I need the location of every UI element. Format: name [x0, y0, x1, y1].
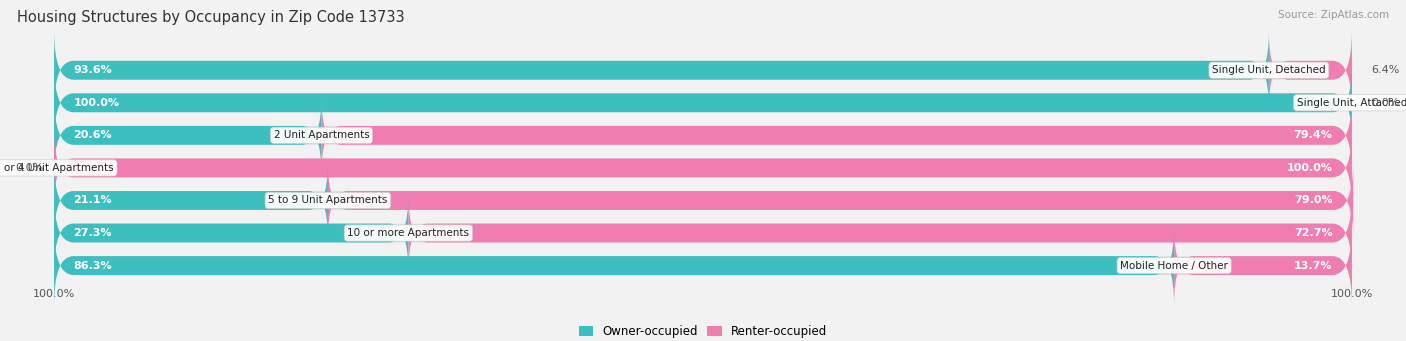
Text: 100.0%: 100.0%: [73, 98, 120, 108]
FancyBboxPatch shape: [53, 129, 1353, 207]
Text: 21.1%: 21.1%: [73, 195, 112, 206]
FancyBboxPatch shape: [53, 226, 1353, 305]
FancyBboxPatch shape: [53, 63, 1353, 142]
Text: Single Unit, Attached: Single Unit, Attached: [1296, 98, 1406, 108]
Legend: Owner-occupied, Renter-occupied: Owner-occupied, Renter-occupied: [574, 321, 832, 341]
FancyBboxPatch shape: [53, 96, 322, 175]
Text: Single Unit, Detached: Single Unit, Detached: [1212, 65, 1326, 75]
Text: 0.0%: 0.0%: [15, 163, 44, 173]
Text: 5 to 9 Unit Apartments: 5 to 9 Unit Apartments: [269, 195, 388, 206]
FancyBboxPatch shape: [53, 96, 1353, 175]
Text: 86.3%: 86.3%: [73, 261, 112, 271]
FancyBboxPatch shape: [53, 194, 1353, 272]
FancyBboxPatch shape: [1174, 226, 1353, 305]
Text: Mobile Home / Other: Mobile Home / Other: [1121, 261, 1227, 271]
FancyBboxPatch shape: [53, 63, 1353, 142]
Text: Source: ZipAtlas.com: Source: ZipAtlas.com: [1278, 10, 1389, 20]
Text: 13.7%: 13.7%: [1294, 261, 1333, 271]
FancyBboxPatch shape: [322, 96, 1353, 175]
Text: 100.0%: 100.0%: [1331, 289, 1374, 299]
Text: 10 or more Apartments: 10 or more Apartments: [347, 228, 470, 238]
FancyBboxPatch shape: [53, 129, 1353, 207]
FancyBboxPatch shape: [53, 31, 1268, 109]
Text: 100.0%: 100.0%: [32, 289, 75, 299]
Text: 3 or 4 Unit Apartments: 3 or 4 Unit Apartments: [0, 163, 114, 173]
Text: Housing Structures by Occupancy in Zip Code 13733: Housing Structures by Occupancy in Zip C…: [17, 10, 405, 25]
Text: 100.0%: 100.0%: [1286, 163, 1333, 173]
FancyBboxPatch shape: [53, 31, 1353, 109]
FancyBboxPatch shape: [328, 161, 1353, 240]
FancyBboxPatch shape: [53, 161, 328, 240]
Text: 79.4%: 79.4%: [1294, 130, 1333, 140]
Text: 20.6%: 20.6%: [73, 130, 112, 140]
FancyBboxPatch shape: [408, 194, 1353, 272]
Text: 72.7%: 72.7%: [1294, 228, 1333, 238]
FancyBboxPatch shape: [53, 161, 1353, 240]
Text: 6.4%: 6.4%: [1371, 65, 1400, 75]
Text: 93.6%: 93.6%: [73, 65, 112, 75]
Text: 2 Unit Apartments: 2 Unit Apartments: [274, 130, 370, 140]
FancyBboxPatch shape: [53, 194, 408, 272]
Text: 27.3%: 27.3%: [73, 228, 112, 238]
Text: 0.0%: 0.0%: [1371, 98, 1399, 108]
Text: 79.0%: 79.0%: [1294, 195, 1333, 206]
FancyBboxPatch shape: [53, 226, 1174, 305]
FancyBboxPatch shape: [1268, 31, 1353, 109]
